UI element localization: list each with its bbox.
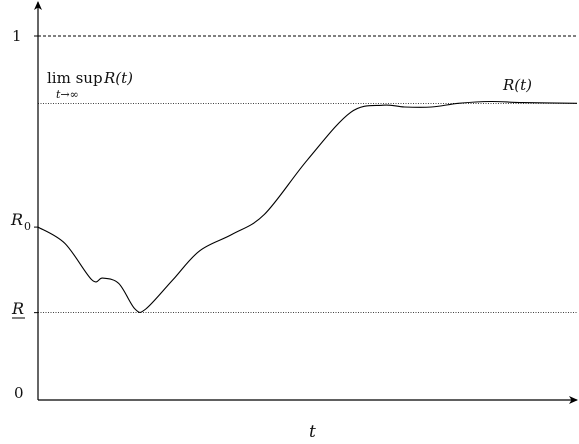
r-of-t-curve (37, 100, 578, 313)
limsup-prefix-label: lim sup (47, 69, 103, 87)
r0-subscript: 0 (24, 220, 31, 233)
tick-label-zero: 0 (14, 384, 24, 402)
r0-label: R (10, 210, 23, 229)
limsup-subscript-label: t→∞ (56, 88, 79, 101)
curve-label: R(t) (502, 76, 532, 94)
x-axis-label: t (309, 422, 316, 442)
limsup-function-label: R(t) (103, 69, 133, 87)
tick-label-one: 1 (12, 27, 22, 45)
r-lower-label: R (11, 299, 24, 318)
